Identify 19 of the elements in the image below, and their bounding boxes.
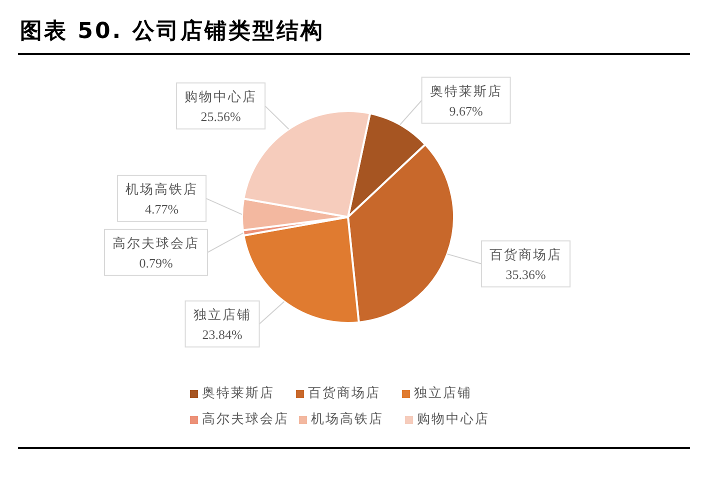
legend-label: 机场高铁店: [311, 410, 384, 428]
chart-title: 图表 50. 公司店铺类型结构: [20, 18, 324, 46]
legend-label: 奥特莱斯店: [202, 384, 276, 402]
data-label: 0.79%: [139, 255, 173, 270]
slice-label: 机场高铁店: [126, 181, 198, 196]
legend-label: 独立店铺: [414, 384, 473, 402]
data-label: 4.77%: [144, 201, 179, 216]
data-label: 35.36%: [506, 266, 546, 282]
slice-label: 百货商场店: [490, 246, 562, 262]
legend-label: 高尔夫球会店: [202, 410, 289, 428]
slice-label: 奥特莱斯店: [430, 83, 502, 98]
data-label: 9.67%: [449, 103, 483, 118]
data-label: 25.56%: [200, 108, 241, 124]
legend-label: 购物中心店: [417, 410, 490, 428]
legend-label: 百货商场店: [308, 384, 382, 402]
data-label: 23.84%: [202, 326, 242, 342]
slice-label: 高尔夫球会店: [112, 235, 200, 250]
slice-label: 购物中心店: [184, 88, 258, 104]
slice-label: 独立店铺: [193, 306, 252, 322]
